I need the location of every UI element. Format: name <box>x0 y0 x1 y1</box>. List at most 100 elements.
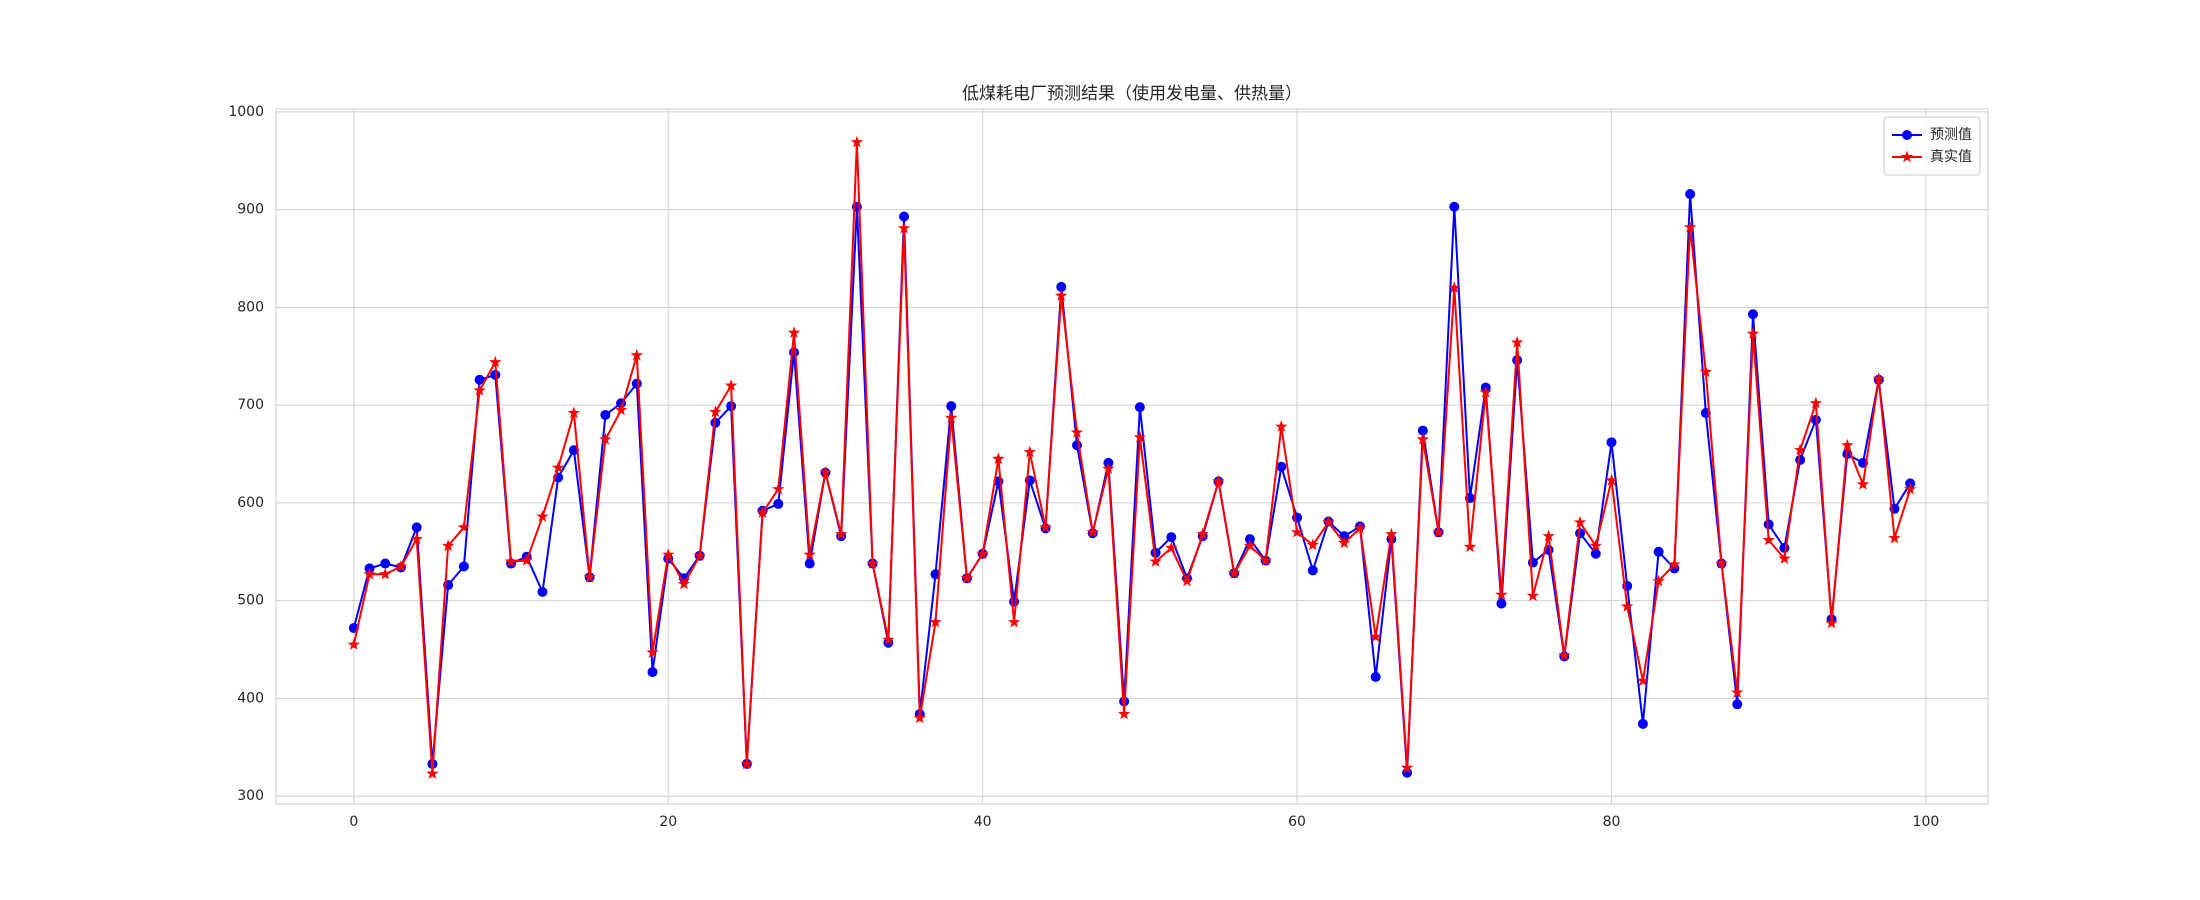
star-marker <box>1794 443 1807 456</box>
star-marker <box>489 355 502 368</box>
circle-marker <box>647 667 658 678</box>
star-marker <box>1149 555 1162 567</box>
star-marker <box>1416 432 1429 445</box>
star-marker <box>347 638 360 650</box>
star-marker <box>1495 588 1508 601</box>
star-marker <box>787 326 801 339</box>
star-marker <box>1731 686 1744 698</box>
plot-frame <box>275 108 1989 805</box>
circle-marker <box>1056 281 1067 292</box>
star-marker <box>772 482 785 495</box>
star-marker <box>1118 707 1131 720</box>
star-marker <box>1856 477 1870 490</box>
x-tick-label: 40 <box>974 814 992 830</box>
legend-marker <box>1902 130 1912 140</box>
star-marker <box>1322 516 1335 528</box>
star-marker <box>1668 558 1681 570</box>
star-marker <box>1400 761 1414 774</box>
x-tick-label: 20 <box>659 814 677 830</box>
star-marker <box>1243 539 1257 552</box>
star-marker <box>1133 430 1146 443</box>
circle-marker <box>380 558 391 569</box>
x-tick-label: 60 <box>1288 814 1306 830</box>
star-marker <box>1338 536 1351 549</box>
star-marker <box>662 548 675 560</box>
star-marker <box>1636 674 1650 687</box>
star-marker <box>567 406 581 419</box>
star-marker <box>504 555 518 567</box>
circle-marker <box>1606 437 1617 448</box>
star-marker <box>394 560 408 572</box>
star-marker <box>1479 386 1492 398</box>
star-marker <box>583 570 596 583</box>
star-marker <box>929 615 942 628</box>
circle-marker <box>946 401 957 412</box>
circle-marker <box>899 211 910 222</box>
star-marker <box>976 547 989 559</box>
star-marker <box>1353 521 1367 534</box>
star-marker <box>1605 473 1618 486</box>
circle-marker <box>1244 534 1255 545</box>
star-marker <box>1699 365 1712 378</box>
star-marker <box>960 571 974 584</box>
star-marker <box>1511 336 1524 348</box>
star-marker <box>1023 445 1036 458</box>
circle-marker <box>1732 699 1743 710</box>
circle-marker <box>458 561 469 572</box>
x-tick-label: 80 <box>1603 814 1621 830</box>
circle-marker <box>804 558 815 569</box>
star-marker <box>1762 533 1775 546</box>
circle-marker <box>1512 355 1523 366</box>
y-tick-label: 300 <box>237 788 264 804</box>
circle-marker <box>631 378 642 389</box>
circle-marker <box>1747 309 1758 320</box>
star-marker <box>1306 538 1319 551</box>
star-marker <box>724 379 738 391</box>
star-marker <box>1385 527 1398 540</box>
star-marker <box>1872 372 1885 384</box>
star-marker <box>1558 648 1571 661</box>
star-marker <box>1432 525 1445 538</box>
circle-marker <box>537 586 548 597</box>
star-marker <box>614 403 628 416</box>
circle-marker <box>411 522 422 533</box>
star-marker <box>1448 281 1461 294</box>
star-marker <box>1102 462 1115 474</box>
circle-marker <box>1276 461 1287 472</box>
circle-marker <box>1009 596 1020 607</box>
circle-marker <box>1763 519 1774 530</box>
circle-marker <box>1370 671 1381 682</box>
circle-marker <box>474 374 485 385</box>
star-marker <box>1275 420 1288 432</box>
circle-marker <box>1810 414 1821 425</box>
star-marker <box>897 221 911 234</box>
circle-marker <box>789 347 800 358</box>
star-marker <box>426 767 439 779</box>
star-marker <box>1259 554 1272 566</box>
y-tick-label: 400 <box>237 690 264 706</box>
star-marker <box>945 411 958 424</box>
star-marker <box>1007 615 1021 628</box>
star-marker <box>1055 289 1068 301</box>
star-marker <box>835 527 848 540</box>
star-marker <box>1542 529 1555 542</box>
star-marker <box>379 567 392 580</box>
y-tick-label: 900 <box>237 202 264 218</box>
star-marker <box>410 532 423 545</box>
star-marker <box>1212 474 1225 487</box>
star-marker <box>630 348 643 361</box>
star-marker <box>1039 520 1052 533</box>
star-marker <box>1196 527 1209 540</box>
y-tick-label: 1000 <box>228 104 264 120</box>
y-tick-label: 700 <box>237 397 264 413</box>
star-marker <box>1841 438 1854 451</box>
circle-marker <box>1527 557 1538 568</box>
circle-marker <box>1417 425 1428 436</box>
star-marker <box>913 711 926 724</box>
y-tick-label: 500 <box>237 593 264 609</box>
star-marker <box>646 646 659 658</box>
star-marker <box>536 510 549 522</box>
